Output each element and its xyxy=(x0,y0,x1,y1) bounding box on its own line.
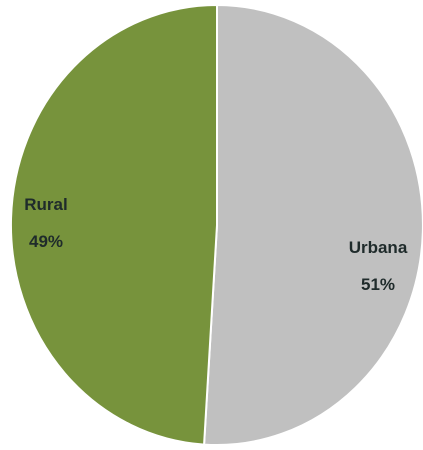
slice-label-urbana-percent: 51% xyxy=(361,275,395,294)
slice-label-rural-name: Rural xyxy=(24,195,67,214)
slice-label-rural-percent: 49% xyxy=(29,232,63,251)
pie-slices xyxy=(9,3,423,446)
slice-label-urbana-name: Urbana xyxy=(349,238,408,257)
pie-slice-urbana xyxy=(203,3,423,446)
pie-slice-rural xyxy=(9,3,218,446)
